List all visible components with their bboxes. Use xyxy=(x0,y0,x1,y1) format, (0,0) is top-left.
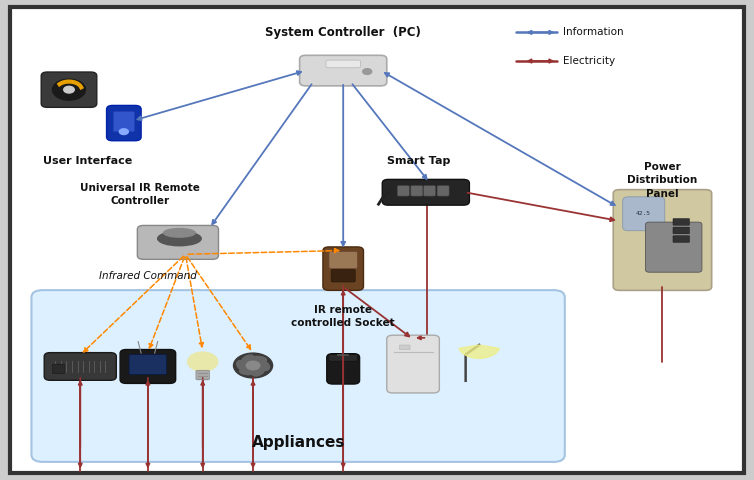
FancyBboxPatch shape xyxy=(623,197,665,231)
Text: Universal IR Remote
Controller: Universal IR Remote Controller xyxy=(81,183,201,206)
FancyBboxPatch shape xyxy=(137,226,219,259)
FancyBboxPatch shape xyxy=(331,270,355,282)
FancyBboxPatch shape xyxy=(329,355,357,361)
FancyBboxPatch shape xyxy=(120,349,176,384)
Ellipse shape xyxy=(258,360,269,371)
FancyBboxPatch shape xyxy=(41,72,97,108)
Ellipse shape xyxy=(252,367,265,376)
FancyBboxPatch shape xyxy=(645,222,702,272)
FancyBboxPatch shape xyxy=(437,186,449,196)
FancyBboxPatch shape xyxy=(673,218,689,225)
FancyBboxPatch shape xyxy=(424,186,436,196)
Circle shape xyxy=(188,352,218,371)
Text: IR remote
controlled Socket: IR remote controlled Socket xyxy=(291,305,395,328)
Ellipse shape xyxy=(241,355,254,364)
Circle shape xyxy=(363,69,372,74)
FancyBboxPatch shape xyxy=(326,60,360,68)
FancyBboxPatch shape xyxy=(106,106,141,141)
Text: Electricity: Electricity xyxy=(562,56,615,66)
Text: Appliances: Appliances xyxy=(251,435,345,450)
FancyBboxPatch shape xyxy=(53,364,65,373)
Text: Smart Tap: Smart Tap xyxy=(387,156,450,166)
FancyBboxPatch shape xyxy=(397,186,409,196)
Text: User Interface: User Interface xyxy=(43,156,133,166)
FancyBboxPatch shape xyxy=(382,180,470,205)
FancyBboxPatch shape xyxy=(673,227,689,234)
Text: Information: Information xyxy=(562,27,623,37)
Ellipse shape xyxy=(164,228,195,237)
Text: 42.5: 42.5 xyxy=(636,211,651,216)
FancyBboxPatch shape xyxy=(400,345,410,350)
FancyBboxPatch shape xyxy=(11,7,743,473)
Text: System Controller  (PC): System Controller (PC) xyxy=(265,26,421,39)
Wedge shape xyxy=(459,345,499,359)
FancyBboxPatch shape xyxy=(323,247,363,290)
FancyBboxPatch shape xyxy=(129,355,167,374)
FancyBboxPatch shape xyxy=(411,186,423,196)
FancyBboxPatch shape xyxy=(113,112,134,132)
Text: Power
Distribution
Panel: Power Distribution Panel xyxy=(627,162,697,199)
Ellipse shape xyxy=(240,368,256,375)
FancyBboxPatch shape xyxy=(329,252,357,269)
Ellipse shape xyxy=(158,231,201,246)
Circle shape xyxy=(53,79,85,100)
FancyBboxPatch shape xyxy=(326,354,360,384)
FancyBboxPatch shape xyxy=(613,190,712,290)
Ellipse shape xyxy=(250,356,267,363)
Text: Infrared Command: Infrared Command xyxy=(99,271,197,281)
FancyBboxPatch shape xyxy=(32,290,565,462)
Circle shape xyxy=(247,361,260,370)
Circle shape xyxy=(64,86,74,93)
Circle shape xyxy=(234,353,273,378)
FancyBboxPatch shape xyxy=(673,236,689,242)
FancyBboxPatch shape xyxy=(196,370,210,380)
Circle shape xyxy=(119,129,128,134)
FancyBboxPatch shape xyxy=(44,353,116,380)
FancyBboxPatch shape xyxy=(387,335,440,393)
FancyBboxPatch shape xyxy=(299,55,387,86)
Ellipse shape xyxy=(237,360,248,371)
